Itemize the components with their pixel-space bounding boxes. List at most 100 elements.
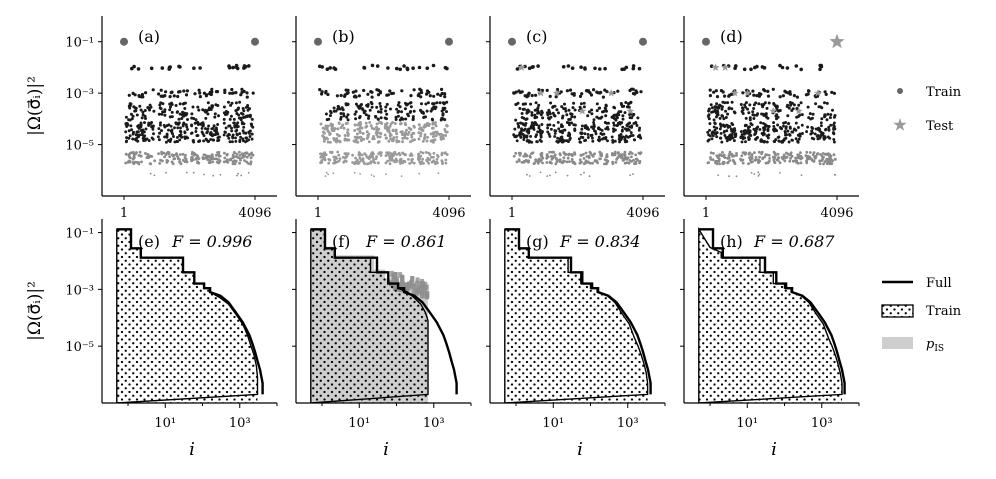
- train-point: [551, 111, 555, 115]
- train-point: [178, 102, 182, 106]
- train-point: [828, 116, 832, 120]
- train-point: [733, 66, 737, 70]
- legend-bottom: Full Train pIS: [881, 276, 962, 354]
- train-point: [712, 125, 716, 129]
- train-point: [135, 130, 139, 134]
- train-point: [420, 102, 423, 106]
- train-point: [566, 64, 571, 68]
- train-point: [590, 108, 594, 112]
- test-point: [353, 162, 356, 166]
- test-point: [329, 150, 332, 154]
- full-line: [504, 228, 652, 395]
- test-point: [331, 124, 334, 128]
- test-point: [375, 122, 379, 126]
- test-point: [403, 133, 407, 137]
- train-point: [353, 112, 357, 116]
- train-point: [786, 129, 790, 133]
- legend-bottom-train: Train: [926, 304, 962, 319]
- train-point: [823, 113, 827, 117]
- train-point: [582, 101, 586, 105]
- train-point: [223, 156, 227, 160]
- train-point: [623, 138, 627, 141]
- test-point: [321, 130, 325, 134]
- train-point: [527, 131, 531, 135]
- train-point: [566, 156, 570, 160]
- train-point: [160, 150, 164, 154]
- panel-c-label: (c): [526, 27, 547, 46]
- train-point: [570, 154, 574, 158]
- train-point: [540, 111, 544, 115]
- train-point: [236, 174, 238, 177]
- train-point: [775, 158, 779, 162]
- test-point: [384, 161, 388, 165]
- train-point: [324, 112, 328, 116]
- train-point: [740, 133, 744, 137]
- train-point: [790, 109, 794, 112]
- pis-point: [414, 287, 419, 294]
- train-point: [222, 121, 226, 125]
- train-point: [164, 90, 168, 94]
- test-point: [434, 124, 438, 128]
- train-point: [226, 152, 229, 156]
- train-point: [177, 122, 180, 126]
- train-point: [570, 115, 574, 119]
- train-point: [328, 66, 333, 70]
- train-point: [184, 135, 188, 139]
- pis-point: [424, 284, 429, 291]
- train-point: [425, 109, 429, 113]
- train-point: [167, 128, 170, 132]
- test-point: [332, 137, 336, 140]
- test-point: [358, 124, 362, 128]
- train-point: [743, 128, 747, 132]
- test-point: [400, 175, 403, 178]
- train-point: [592, 88, 596, 92]
- train-point: [124, 130, 128, 134]
- test-point: [794, 106, 803, 115]
- train-point: [536, 130, 540, 134]
- train-point: [520, 128, 524, 132]
- train-point: [232, 121, 236, 125]
- gray-box-icon: [882, 337, 913, 349]
- train-point: [806, 105, 810, 109]
- train-point: [779, 172, 781, 174]
- train-point: [594, 132, 598, 136]
- train-point: [792, 94, 797, 98]
- train-point: [513, 127, 517, 131]
- train-point: [176, 94, 180, 99]
- train-point: [728, 152, 732, 156]
- train-point: [163, 135, 167, 139]
- train-point: [618, 140, 622, 144]
- train-point: [601, 95, 606, 99]
- train-point: [796, 161, 800, 165]
- train-point: [603, 121, 607, 124]
- train-point: [771, 87, 775, 91]
- train-point: [134, 133, 138, 137]
- train-point: [546, 113, 550, 117]
- train-point: [789, 153, 792, 157]
- train-point: [712, 152, 715, 155]
- train-point: [317, 64, 322, 69]
- panel-f-xtick-label: 10³: [423, 416, 445, 431]
- train-point: [805, 155, 809, 159]
- train-point: [596, 161, 599, 165]
- train-point: [207, 161, 211, 165]
- train-point: [717, 158, 721, 162]
- train-point: [629, 174, 632, 177]
- train-area: [310, 229, 428, 403]
- train-point: [526, 173, 528, 176]
- train-point: [242, 116, 245, 119]
- train-point: [791, 138, 794, 142]
- train-point: [538, 128, 542, 132]
- test-point: [354, 138, 358, 142]
- test-point: [432, 155, 435, 159]
- legend-bottom-pis: pIS: [926, 337, 944, 354]
- train-point: [799, 151, 802, 155]
- panel-f-marks: [310, 228, 458, 403]
- train-point: [326, 92, 330, 97]
- train-point: [545, 161, 549, 164]
- train-point: [430, 107, 434, 111]
- train-point: [149, 162, 153, 166]
- pis-point: [411, 289, 416, 296]
- train-point: [590, 133, 594, 137]
- train-point: [708, 122, 712, 126]
